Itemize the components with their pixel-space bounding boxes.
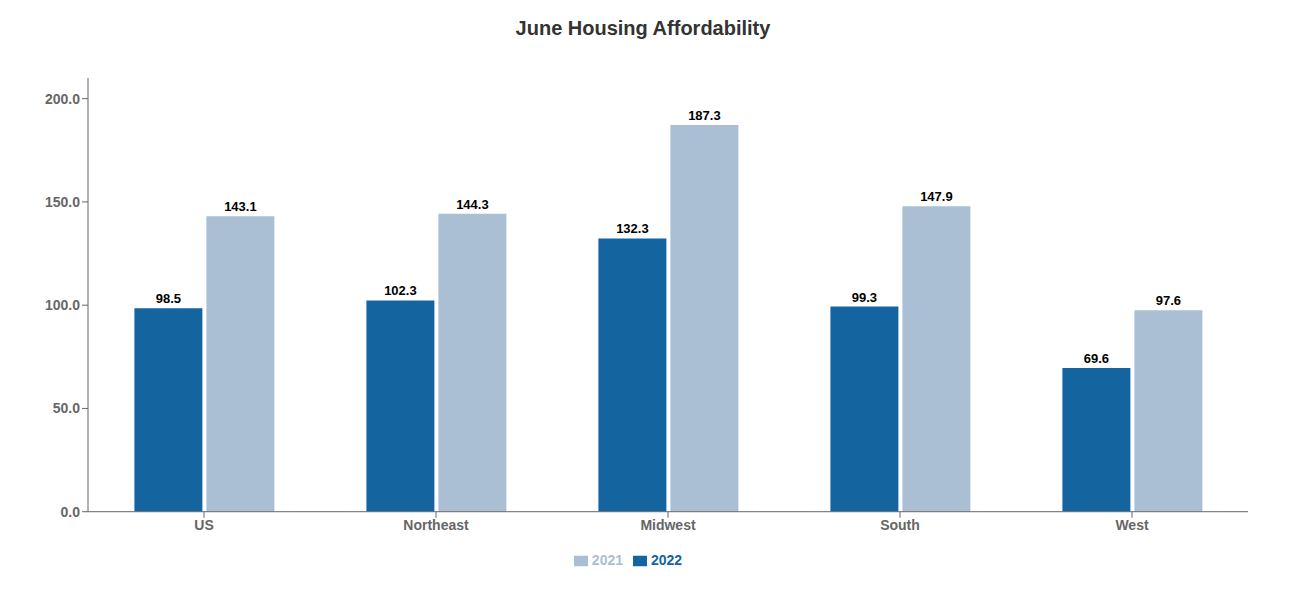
svg-text:US: US [194, 517, 213, 533]
svg-text:97.6: 97.6 [1156, 293, 1181, 308]
svg-text:102.3: 102.3 [384, 283, 417, 298]
svg-text:West: West [1115, 517, 1149, 533]
svg-text:99.3: 99.3 [852, 290, 877, 305]
svg-text:50.0: 50.0 [53, 400, 80, 416]
svg-text:Midwest: Midwest [640, 517, 696, 533]
svg-text:100.0: 100.0 [45, 297, 80, 313]
svg-text:132.3: 132.3 [616, 221, 649, 236]
svg-text:0.0: 0.0 [61, 504, 81, 520]
svg-text:200.0: 200.0 [45, 91, 80, 107]
svg-text:Northeast: Northeast [403, 517, 469, 533]
html-text:2022: 2022 [651, 551, 683, 568]
svg-text:98.5: 98.5 [156, 291, 181, 306]
svg-text:144.3: 144.3 [456, 197, 489, 212]
svg-text:150.0: 150.0 [45, 194, 80, 210]
svg-text:147.9: 147.9 [920, 189, 953, 204]
svg-text:69.6: 69.6 [1084, 351, 1109, 366]
html-text:2021: 2021 [591, 551, 623, 568]
svg-text:143.1: 143.1 [224, 199, 257, 214]
svg-text:187.3: 187.3 [688, 108, 721, 123]
svg-text:South: South [880, 517, 920, 533]
html-text:June Housing Affordability: June Housing Affordability [515, 17, 771, 39]
